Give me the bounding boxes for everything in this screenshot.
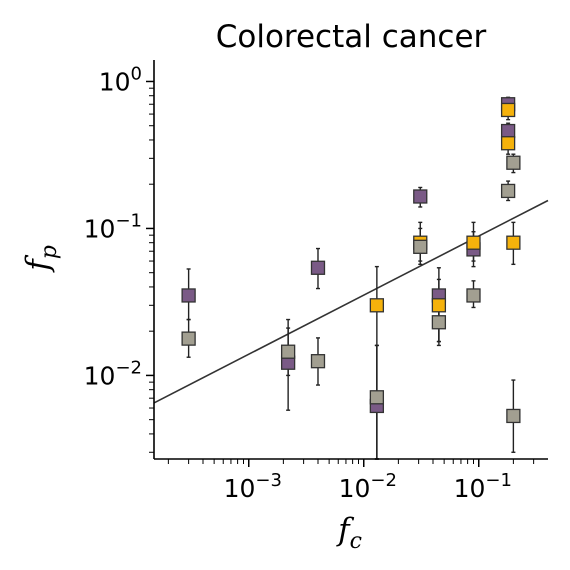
- data-point-series-2: [506, 235, 521, 250]
- data-point-series-3: [369, 390, 385, 405]
- data-point-series-3: [500, 183, 516, 199]
- y-tick-label: 10−1: [84, 210, 142, 243]
- data-point-series-2: [500, 102, 516, 118]
- x-axis-label-sub: c: [350, 529, 362, 554]
- data-point-series-2: [369, 298, 385, 313]
- chart-title: Colorectal cancer: [216, 19, 487, 55]
- data-point-series-2: [500, 136, 516, 151]
- data-point-series-1: [500, 123, 516, 139]
- y-axis-label-sub: p: [37, 245, 62, 259]
- data-point-series-3: [310, 354, 326, 369]
- y-tick-label: 10−2: [84, 357, 142, 390]
- data-point-series-3: [506, 408, 521, 424]
- y-tick-label: 100: [99, 63, 142, 96]
- plot-area: [153, 96, 549, 460]
- x-tick-label: 10−1: [454, 470, 512, 503]
- data-point-series-3: [280, 344, 296, 359]
- data-point-series-3: [413, 239, 428, 254]
- data-point-series-1: [413, 189, 428, 204]
- x-tick-label: 10−2: [339, 470, 397, 503]
- data-point-series-3: [466, 288, 481, 303]
- data-point-series-3: [506, 155, 521, 170]
- data-point-series-2: [466, 235, 481, 250]
- x-tick-label: 10−3: [224, 470, 282, 503]
- data-point-series-3: [431, 315, 447, 330]
- axes: 10−3 10−2 10−1 10−2 10−1 100: [84, 60, 548, 503]
- data-point-series-2: [431, 298, 447, 313]
- data-point-series-1: [181, 288, 196, 303]
- y-axis-label: fp: [20, 245, 62, 273]
- x-axis-label: fc: [336, 512, 362, 554]
- fit-line: [153, 199, 549, 404]
- data-point-series-3: [181, 331, 196, 346]
- data-point-series-1: [310, 260, 326, 275]
